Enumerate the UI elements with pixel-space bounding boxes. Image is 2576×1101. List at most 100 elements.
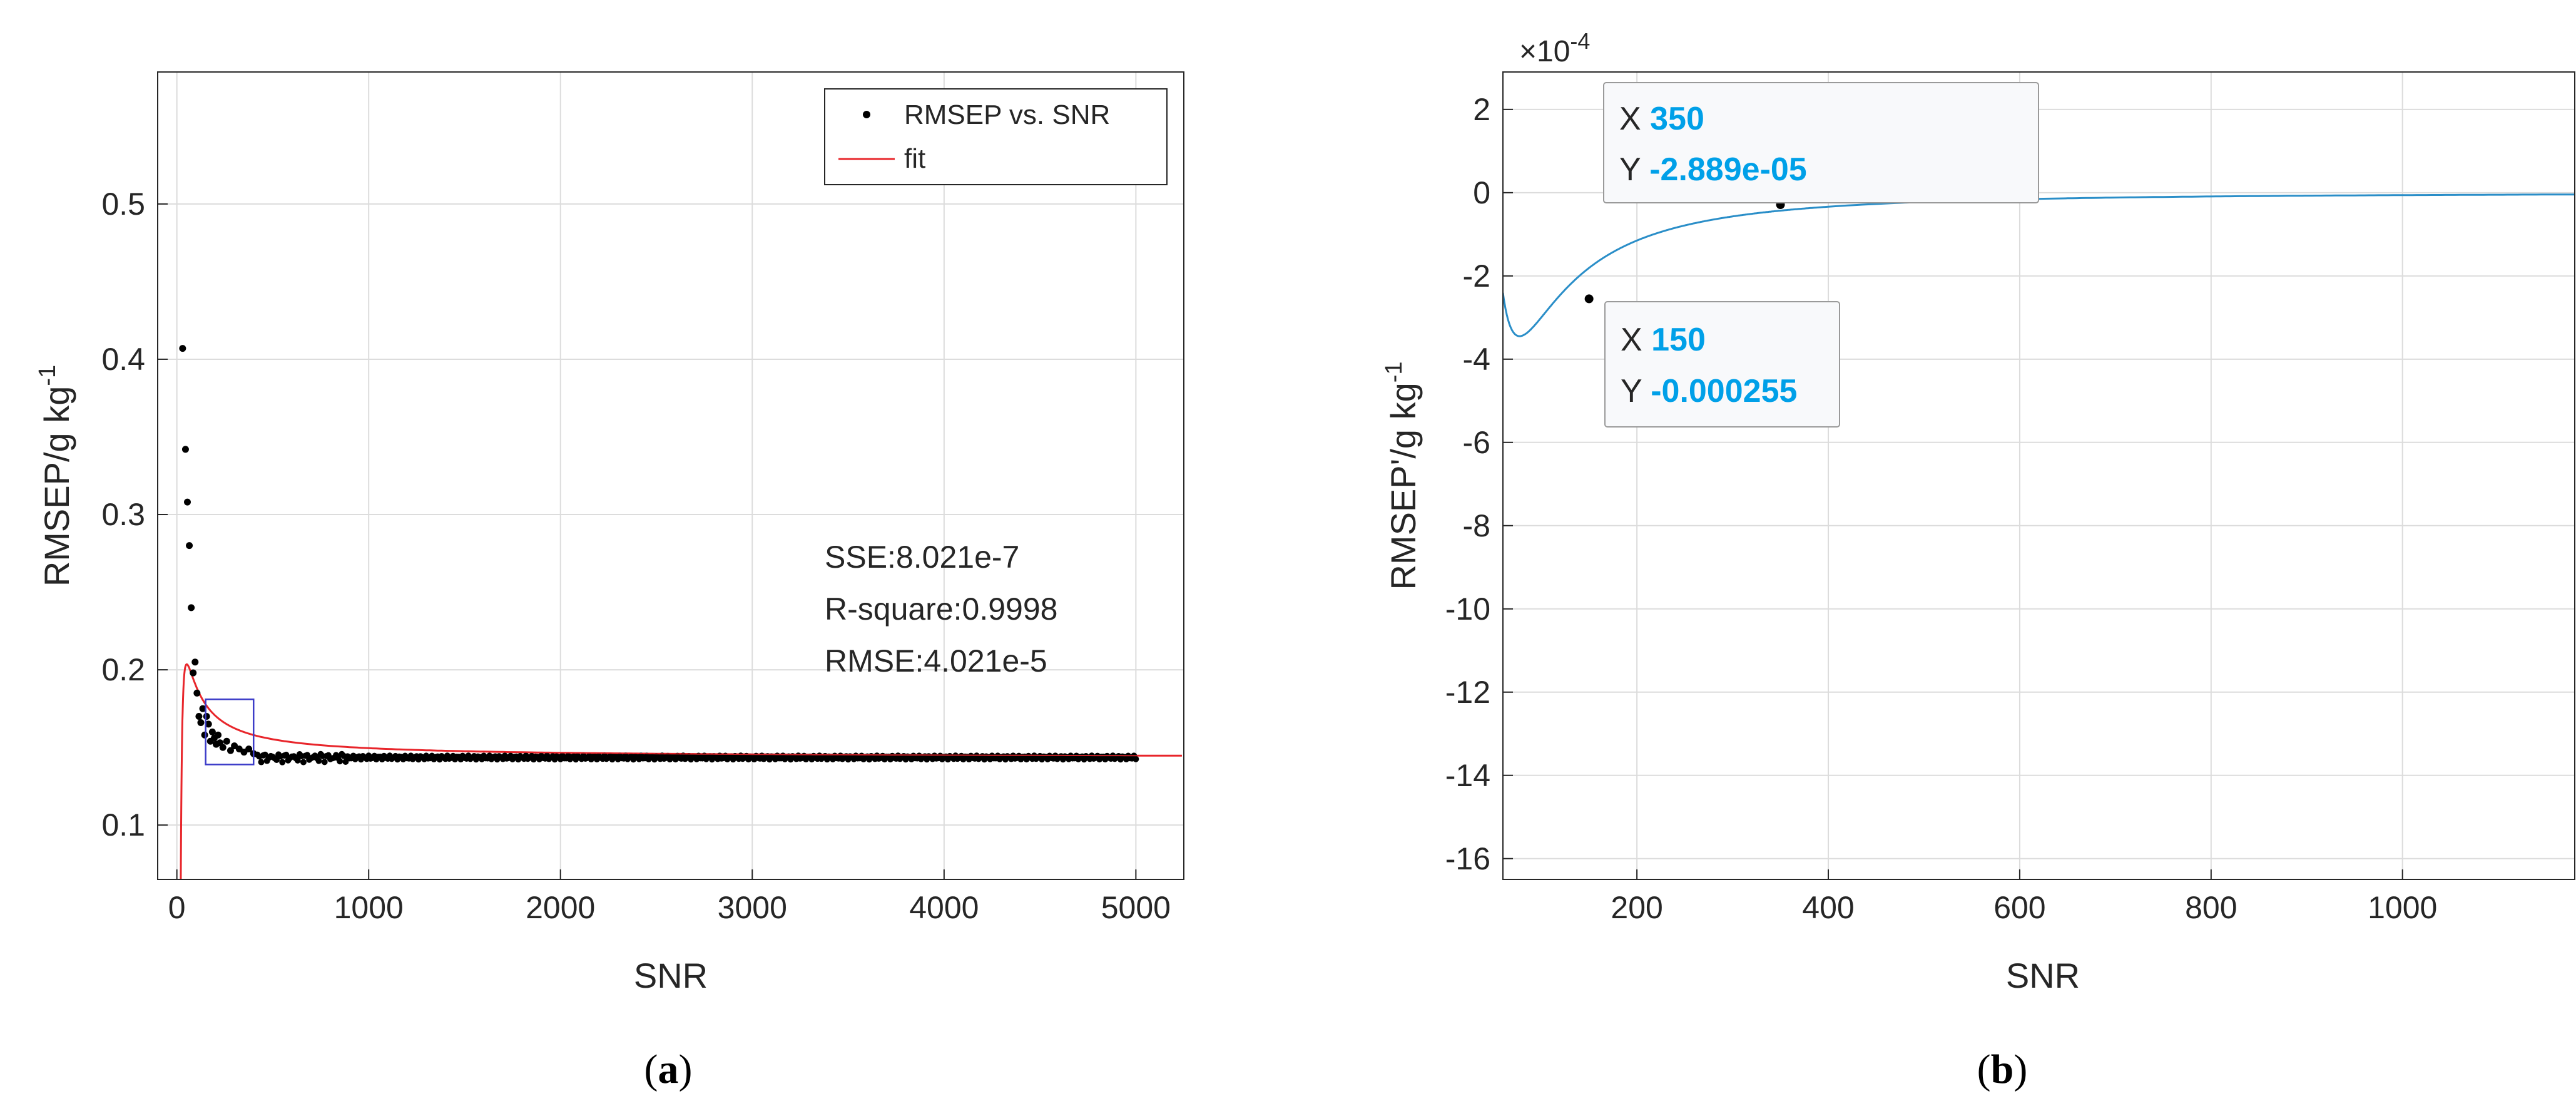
panel-a-data-point (321, 759, 328, 766)
panel-a-data-point (315, 757, 322, 764)
datatip-350-y-label: Y (1619, 151, 1641, 188)
panel-a-data-point (203, 713, 210, 720)
panel-b-exponent-prefix: ×10 (1519, 35, 1570, 68)
panel-a-ylabel: RMSEP/g kg-1 (34, 365, 76, 586)
datatip-350-x-value: 350 (1650, 101, 1704, 137)
panel-a-data-point (279, 759, 286, 766)
panel-a-data-point (300, 759, 307, 766)
panel-b-axes-box (1503, 72, 2576, 879)
datatip-350-y-row: Y -2.889e-05 (1619, 151, 1807, 188)
legend-box (824, 88, 1168, 185)
panel-a-fit-line-overlay (253, 734, 1182, 757)
panel-b: 200 400 600 800 1000 2 0 -2 -4 -6 -8 -10 -12 -14 -16 ×… (1381, 28, 2576, 1092)
panel-b-ytick-label: -14 (1445, 758, 1490, 793)
panel-a-data-point (186, 542, 193, 550)
panel-b-ytick-label: -2 (1463, 259, 1490, 294)
annotation-r-square: R-square:0.9998 (825, 591, 1057, 627)
panel-a-data-point (1133, 755, 1139, 762)
panel-a-caption-letter: a (658, 1047, 679, 1092)
panel-a-data-point (245, 745, 253, 753)
panel-a-data-point (197, 719, 205, 726)
panel-a-data-point (188, 604, 195, 612)
panel-a-data-point (337, 758, 344, 765)
panel-b-ytick-label: 0 (1473, 175, 1490, 210)
panel-a-plot-area (179, 345, 1182, 879)
panel-b-ytick-label: -4 (1463, 342, 1490, 377)
panel-b-ticks: 200 400 600 800 1000 2 0 -2 -4 -6 -8 -10 -12 -14 -16 (1445, 92, 2438, 925)
panel-a-ytick-label: 0.3 (101, 497, 145, 532)
panel-a-data-point (223, 737, 230, 745)
datatip-150-y-row: Y -0.000255 (1621, 373, 1797, 409)
panel-b-xlabel: SNR (2006, 956, 2080, 995)
datatip-150-x-row: X 150 (1621, 322, 1706, 358)
panel-b-ylabel: RMSEP'/g kg-1 (1381, 361, 1423, 590)
panel-a: 0 1000 2000 3000 4000 5000 0.1 0.2 0.3 0.4 0.5 RMS… (34, 71, 1184, 1092)
panel-a-data-point (191, 658, 199, 666)
panel-b-ylabel-base: RMSEP'/g kg (1383, 382, 1423, 590)
annotation-rmse: RMSE:4.021e-5 (825, 643, 1047, 679)
panel-a-ticks: 0 1000 2000 3000 4000 5000 0.1 0.2 0.3 0.4 0.5 (101, 187, 1170, 925)
panel-b-ytick-label: -10 (1445, 591, 1490, 627)
panel-b-ytick-label: -12 (1445, 675, 1490, 710)
panel-a-data-point (208, 728, 216, 735)
panel-a-data-point (181, 446, 189, 453)
datatip-150-y-value: -0.000255 (1651, 373, 1797, 409)
panel-b-exponent-power: -4 (1570, 28, 1590, 54)
legend-entry-data: RMSEP vs. SNR (904, 100, 1110, 130)
panel-a-xtick-label: 4000 (909, 890, 979, 925)
panel-a-xtick-label: 3000 (718, 890, 787, 925)
panel-a-data-point (193, 689, 201, 697)
datatip-150-x-label: X (1621, 322, 1642, 358)
panel-a-data-point (205, 720, 212, 728)
panel-a-ytick-label: 0.4 (101, 342, 145, 377)
panel-b-xtick-label: 400 (1802, 890, 1854, 925)
datatip-marker-150 (1584, 294, 1594, 304)
annotation-sse: SSE:8.021e-7 (825, 540, 1019, 575)
panel-a-xtick-label: 5000 (1101, 890, 1171, 925)
datatip-350[interactable]: X 350 Y -2.889e-05 (1603, 82, 2039, 203)
panel-a-legend: RMSEP vs. SNR fit (824, 88, 1168, 185)
panel-b-ytick-label: -16 (1445, 841, 1490, 876)
panel-b-ytick-label: 2 (1473, 92, 1490, 127)
legend-entry-fit: fit (904, 143, 925, 174)
datatip-350-y-value: -2.889e-05 (1649, 151, 1807, 188)
panel-a-data-point (195, 713, 203, 720)
panel-a-data-point (190, 669, 197, 677)
panel-b-caption: (b) (1977, 1047, 2028, 1092)
panel-a-data-point (294, 757, 301, 764)
panel-a-data-point (179, 345, 186, 352)
panel-a-data-point (184, 498, 191, 506)
panel-a-ytick-label: 0.1 (101, 807, 145, 842)
panel-b-xtick-label: 600 (1993, 890, 2045, 925)
panel-a-xtick-label: 2000 (526, 890, 595, 925)
panel-a-data-point (219, 744, 227, 751)
panel-a-gridlines (158, 72, 1184, 879)
panel-b-ylabel-sup: -1 (1381, 361, 1407, 382)
datatip-350-box (1603, 82, 2039, 203)
datatip-350-x-row: X 350 (1619, 101, 1704, 137)
panel-a-xlabel: SNR (634, 956, 708, 995)
panel-b-xtick-label: 800 (2185, 890, 2237, 925)
panel-a-data-point (227, 747, 234, 754)
datatip-150-box (1604, 301, 1840, 428)
datatip-150[interactable]: X 150 Y -0.000255 (1604, 301, 1840, 428)
panel-b-caption-letter: b (1991, 1047, 2014, 1092)
panel-a-zoom-box (205, 698, 255, 766)
panel-a-data-point (201, 731, 208, 739)
panel-b-axes-border (1502, 71, 2575, 880)
panel-b-ytick-label: -8 (1463, 508, 1490, 543)
panel-a-data-point (215, 731, 222, 739)
panel-b-exponent-label: ×10-4 (1519, 28, 1590, 68)
panel-b-xtick-label: 200 (1611, 890, 1662, 925)
panel-a-data-point (258, 759, 265, 766)
legend-marker-dot-icon (863, 111, 870, 118)
panel-a-ylabel-base: RMSEP/g kg (37, 386, 76, 587)
panel-a-data-point (199, 705, 206, 712)
panel-a-ytick-label: 0.5 (101, 187, 145, 222)
panel-a-ytick-label: 0.2 (101, 652, 145, 687)
datatip-350-x-label: X (1619, 101, 1641, 137)
panel-a-axes-border (157, 71, 1184, 880)
panel-a-xtick-label: 1000 (334, 890, 404, 925)
panel-a-ylabel-sup: -1 (34, 365, 61, 386)
